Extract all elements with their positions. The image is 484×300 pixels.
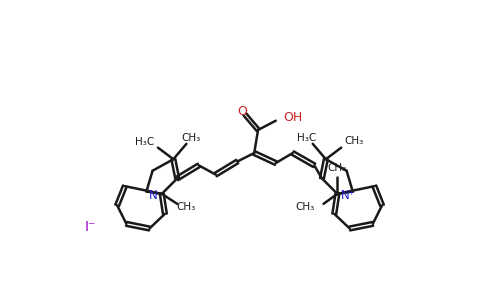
Text: CH₃: CH₃ — [345, 136, 364, 146]
Text: N⁺: N⁺ — [341, 189, 356, 202]
Text: OH: OH — [284, 111, 302, 124]
Text: I⁻: I⁻ — [85, 220, 96, 234]
Text: CH₃: CH₃ — [182, 134, 201, 143]
Text: O: O — [237, 105, 247, 118]
Text: H₃C: H₃C — [297, 134, 316, 143]
Text: CH₃: CH₃ — [295, 202, 314, 212]
Text: CH₃: CH₃ — [177, 202, 196, 212]
Text: N: N — [149, 189, 158, 202]
Text: CH₃: CH₃ — [328, 164, 347, 173]
Text: H₃C: H₃C — [135, 137, 154, 147]
